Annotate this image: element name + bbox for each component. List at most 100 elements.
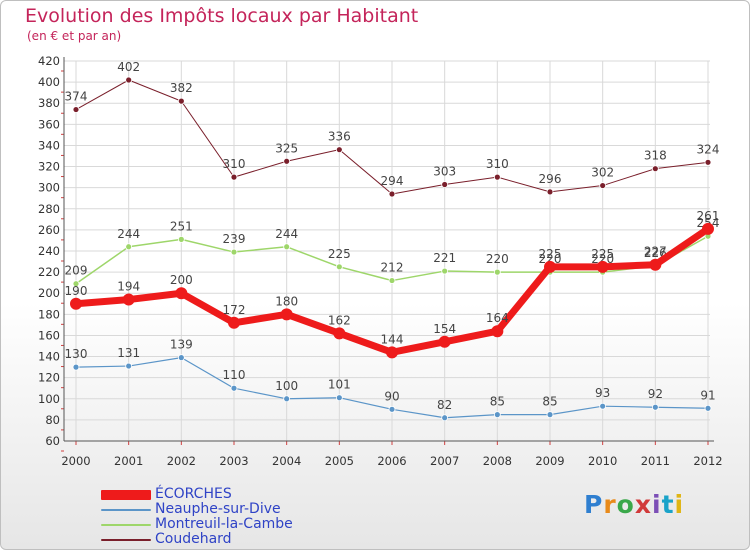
legend-item: ÉCORCHES xyxy=(101,487,293,502)
data-label: 162 xyxy=(328,313,351,327)
data-label: 318 xyxy=(644,149,667,163)
legend-swatch xyxy=(101,508,151,511)
data-point xyxy=(704,158,712,166)
y-tick-label: 160 xyxy=(38,328,60,342)
data-point xyxy=(441,414,449,422)
legend-label: Montreuil-la-Cambe xyxy=(155,516,293,532)
data-point xyxy=(72,363,80,371)
y-tick-label: 200 xyxy=(38,286,60,300)
data-point xyxy=(283,395,291,403)
data-label: 225 xyxy=(328,247,351,261)
data-point xyxy=(70,297,82,310)
logo-letter: i xyxy=(652,490,662,519)
y-tick-label: 380 xyxy=(38,96,60,110)
data-point xyxy=(72,106,80,113)
data-label: 225 xyxy=(539,247,562,261)
data-label: 220 xyxy=(539,252,562,266)
data-label: 251 xyxy=(170,219,193,233)
data-label: 139 xyxy=(170,338,193,352)
data-point xyxy=(441,181,449,188)
logo-letter: P xyxy=(584,490,604,519)
data-label: 402 xyxy=(117,60,140,74)
data-label: 303 xyxy=(433,165,456,179)
legend-item: Coudehard xyxy=(101,532,293,547)
data-point xyxy=(651,165,659,173)
y-tick-label: 60 xyxy=(45,434,60,448)
data-label: 131 xyxy=(117,346,140,360)
data-label: 82 xyxy=(437,398,452,412)
data-point xyxy=(596,260,609,273)
data-point xyxy=(122,293,135,306)
y-tick-label: 120 xyxy=(38,371,60,385)
data-point xyxy=(493,173,501,181)
logo-letter: i xyxy=(674,490,685,519)
y-tick-label: 300 xyxy=(38,181,60,195)
data-label: 226 xyxy=(644,246,667,260)
legend-swatch xyxy=(101,489,151,500)
data-label: 239 xyxy=(223,232,246,246)
data-point xyxy=(333,327,346,340)
data-point xyxy=(386,346,398,359)
data-label: 244 xyxy=(117,227,140,241)
x-tick-label: 2000 xyxy=(61,454,90,468)
data-point xyxy=(651,403,659,411)
y-tick-label: 140 xyxy=(38,350,60,364)
data-label: 130 xyxy=(65,347,88,361)
y-tick-label: 220 xyxy=(38,265,60,279)
data-point xyxy=(546,188,554,196)
y-tick-label: 100 xyxy=(38,392,60,406)
chart-legend: ÉCORCHES Neauphe-sur-Dive Montreuil-la-Cam… xyxy=(101,487,293,547)
data-label: 85 xyxy=(490,395,505,409)
data-point xyxy=(546,411,554,419)
legend-item: Neauphe-sur-Dive xyxy=(101,502,293,517)
x-tick-label: 2002 xyxy=(167,454,196,468)
chart-subtitle: (en € et par an) xyxy=(27,29,122,43)
data-point xyxy=(441,267,449,275)
data-label: 144 xyxy=(381,332,404,346)
proxiti-logo: Proxiti xyxy=(584,490,684,519)
data-point xyxy=(438,335,451,348)
data-label: 85 xyxy=(542,395,557,409)
data-point xyxy=(493,268,501,276)
data-point xyxy=(491,325,504,338)
data-point xyxy=(388,277,396,284)
data-label: 180 xyxy=(275,294,298,308)
data-label: 110 xyxy=(223,368,246,382)
data-label: 310 xyxy=(486,157,509,171)
legend-label: Coudehard xyxy=(155,531,232,547)
x-tick-label: 2008 xyxy=(483,454,512,468)
data-point xyxy=(177,97,185,105)
legend-item: Montreuil-la-Cambe xyxy=(101,517,293,532)
x-tick-label: 2011 xyxy=(641,454,670,468)
logo-letter: x xyxy=(634,490,652,519)
data-point xyxy=(228,316,240,329)
data-label: 336 xyxy=(328,130,351,144)
y-tick-label: 240 xyxy=(38,244,60,258)
data-label: 90 xyxy=(384,389,399,403)
data-label: 325 xyxy=(275,141,298,155)
data-label: 244 xyxy=(275,227,298,241)
legend-swatch xyxy=(101,538,151,541)
data-label: 154 xyxy=(433,322,456,336)
data-point xyxy=(280,308,293,321)
data-label: 92 xyxy=(648,387,663,401)
data-point xyxy=(230,173,238,181)
data-point xyxy=(177,235,185,243)
logo-letter: t xyxy=(661,490,675,519)
data-label: 382 xyxy=(170,81,193,95)
data-label: 310 xyxy=(223,157,246,171)
data-point xyxy=(493,411,501,419)
data-label: 302 xyxy=(591,166,614,180)
y-tick-label: 320 xyxy=(38,160,60,174)
data-label: 374 xyxy=(65,90,88,104)
data-point xyxy=(177,354,185,362)
y-tick-label: 280 xyxy=(38,202,60,216)
data-label: 220 xyxy=(486,252,509,266)
y-tick-label: 360 xyxy=(38,117,60,131)
data-point xyxy=(335,394,343,402)
data-point xyxy=(125,76,133,84)
legend-label: Neauphe-sur-Dive xyxy=(155,501,281,517)
data-point xyxy=(702,222,714,235)
x-tick-label: 2004 xyxy=(272,454,301,468)
data-label: 101 xyxy=(328,378,351,392)
